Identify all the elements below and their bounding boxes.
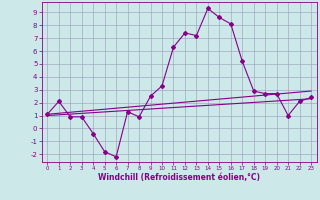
X-axis label: Windchill (Refroidissement éolien,°C): Windchill (Refroidissement éolien,°C) xyxy=(98,173,260,182)
